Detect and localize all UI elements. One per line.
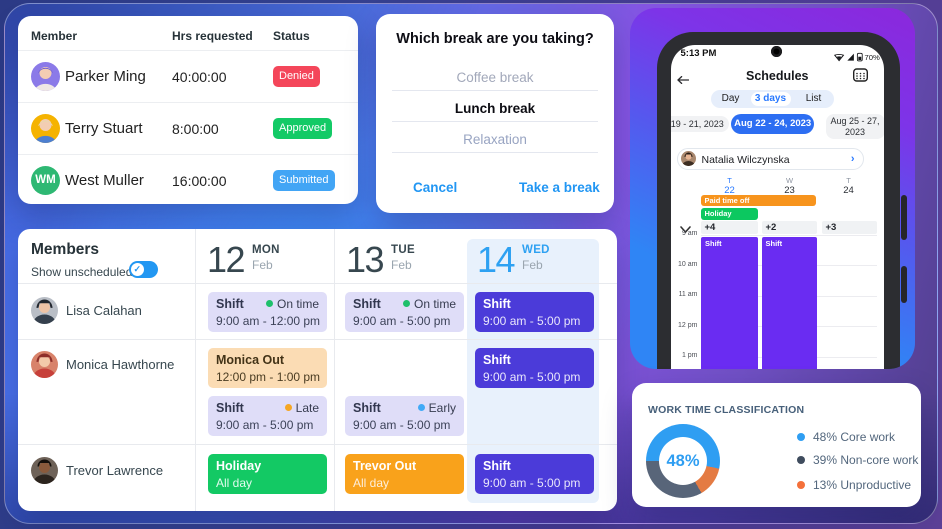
svg-text:70%: 70% xyxy=(864,53,879,62)
